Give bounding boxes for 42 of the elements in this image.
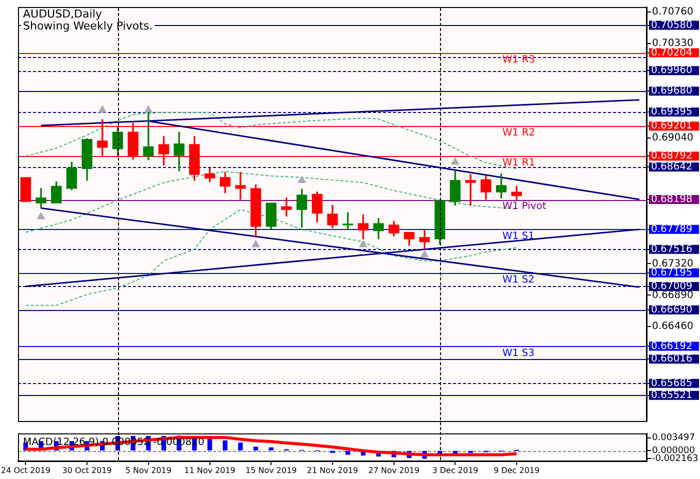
y-tick-label: 0.69960 <box>651 65 692 76</box>
y-tick-label: 0.69201 <box>651 120 692 132</box>
y-tick-label: 0.65685 <box>651 378 692 389</box>
y-tick-label: 0.66016 <box>651 354 692 365</box>
x-tick-label: 21 Nov 2019 <box>306 466 358 476</box>
y-tick-label: 0.66690 <box>651 304 692 316</box>
ref-line-label: W1 R1 <box>502 158 536 169</box>
x-tick-label: 3 Dec 2019 <box>432 466 478 476</box>
y-tick-label: 0.69680 <box>651 86 692 97</box>
x-tick-label: 5 Nov 2019 <box>125 466 172 476</box>
y-tick-label: 0.70204 <box>651 47 692 58</box>
y-tick-label: 0.65521 <box>651 390 692 401</box>
y-tick-label: 0.68792 <box>651 150 692 162</box>
x-tick-label: 11 Nov 2019 <box>184 466 236 476</box>
y-tick-label: 0.68642 <box>651 162 692 173</box>
y-tick-label: 0.67320 <box>652 258 694 270</box>
y-tick-label: 0.66192 <box>651 340 692 352</box>
y-tick-label: 0.66460 <box>652 321 694 332</box>
text: Showing Weekly Pivots. <box>23 19 153 32</box>
y-tick-label: 0.70760 <box>652 6 694 18</box>
y-tick-label: 0.003497 <box>652 433 695 444</box>
chart-title: AUDUSD,Daily <box>23 7 102 20</box>
x-tick-label: 27 Nov 2019 <box>368 466 420 476</box>
y-tick-label: -0.002163 <box>652 454 698 464</box>
y-tick-label: 0.67789 <box>651 224 692 236</box>
y-tick-label: 0.67009 <box>651 281 692 292</box>
x-tick-label: 9 Dec 2019 <box>494 466 540 476</box>
y-tick-label: 0.70580 <box>651 20 692 31</box>
y-tick-label: 0.69040 <box>652 132 694 144</box>
y-tick-label: 0.69395 <box>651 106 692 118</box>
ref-line-label: W1 R2 <box>502 128 536 139</box>
x-tick-label: 24 Oct 2019 <box>0 466 50 476</box>
y-tick-label: 0.67516 <box>651 244 692 255</box>
y-tick-label: 0.68198 <box>651 194 692 206</box>
ref-line-label: W1 Pivot <box>502 201 546 212</box>
x-tick-label: 15 Nov 2019 <box>246 466 297 476</box>
x-tick-label: 30 Oct 2019 <box>62 466 112 476</box>
y-tick-label: 0.67195 <box>651 267 692 278</box>
ref-line-label: W1 S2 <box>502 274 534 286</box>
y-tick-label: 0.66890 <box>652 290 694 301</box>
y-tick-label: 0.70330 <box>652 38 694 50</box>
ref-line-label: W1 S3 <box>502 348 534 359</box>
